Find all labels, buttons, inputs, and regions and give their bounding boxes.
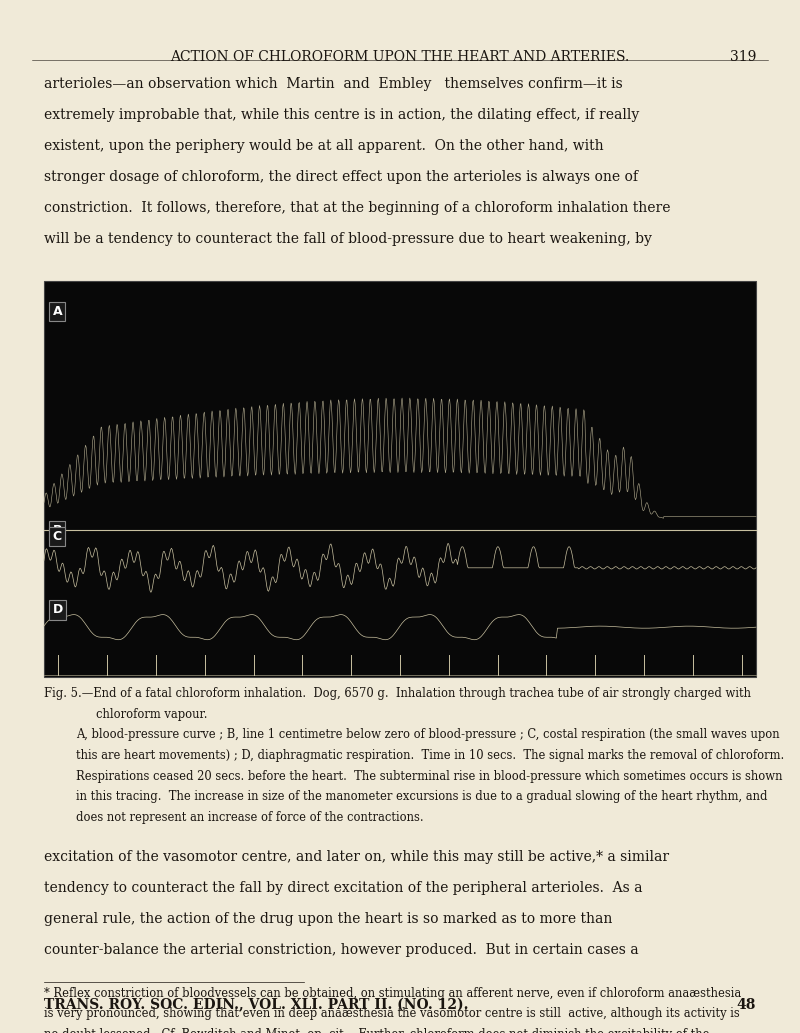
Bar	[44, 281, 756, 677]
Text: Fig. 5.—End of a fatal chloroform inhalation.  Dog, 6570 g.  Inhalation through : Fig. 5.—End of a fatal chloroform inhala…	[44, 687, 751, 700]
Text: tendency to counteract the fall by direct excitation of the peripheral arteriole: tendency to counteract the fall by direc…	[44, 881, 642, 896]
Text: will be a tendency to counteract the fall of blood-pressure due to heart weakeni: will be a tendency to counteract the fal…	[44, 232, 652, 247]
Text: arterioles—an observation which  Martin  and  Embley   themselves confirm—it is: arterioles—an observation which Martin a…	[44, 77, 622, 92]
Text: chloroform vapour.: chloroform vapour.	[96, 708, 207, 721]
Text: in this tracing.  The increase in size of the manometer excursions is due to a g: in this tracing. The increase in size of…	[76, 790, 767, 804]
Text: ACTION OF CHLOROFORM UPON THE HEART AND ARTERIES.: ACTION OF CHLOROFORM UPON THE HEART AND …	[170, 50, 630, 64]
Text: A: A	[53, 305, 62, 318]
Text: C: C	[53, 530, 62, 543]
Text: Respirations ceased 20 secs. before the heart.  The subterminal rise in blood-pr: Respirations ceased 20 secs. before the …	[76, 770, 782, 783]
Text: stronger dosage of chloroform, the direct effect upon the arterioles is always o: stronger dosage of chloroform, the direc…	[44, 170, 638, 185]
Text: existent, upon the periphery would be at all apparent.  On the other hand, with: existent, upon the periphery would be at…	[44, 139, 604, 154]
Text: excitation of the vasomotor centre, and later on, while this may still be active: excitation of the vasomotor centre, and …	[44, 850, 669, 865]
Text: does not represent an increase of force of the contractions.: does not represent an increase of force …	[76, 811, 424, 824]
Text: this are heart movements) ; D, diaphragmatic respiration.  Time in 10 secs.  The: this are heart movements) ; D, diaphragm…	[76, 749, 784, 762]
Text: A, blood-pressure curve ; B, line 1 centimetre below zero of blood-pressure ; C,: A, blood-pressure curve ; B, line 1 cent…	[76, 728, 780, 742]
Text: counter-balance the arterial constriction, however produced.  But in certain cas: counter-balance the arterial constrictio…	[44, 943, 638, 958]
Text: 319: 319	[730, 50, 756, 64]
Text: TRANS. ROY. SOC. EDIN., VOL. XLI. PART II. (NO. 12).: TRANS. ROY. SOC. EDIN., VOL. XLI. PART I…	[44, 998, 469, 1012]
Text: D: D	[53, 603, 62, 617]
Text: extremely improbable that, while this centre is in action, the dilating effect, : extremely improbable that, while this ce…	[44, 108, 639, 123]
Text: * Reflex constriction of bloodvessels can be obtained, on stimulating an afferen: * Reflex constriction of bloodvessels ca…	[44, 987, 742, 1000]
Text: no doubt lessened.  Cf. Bowditch and Minot, op. cit.   Further, chloroform does : no doubt lessened. Cf. Bowditch and Mino…	[44, 1028, 710, 1033]
Text: is very pronounced, showing that even in deep anaæsthesia the vasomotor centre i: is very pronounced, showing that even in…	[44, 1007, 740, 1021]
Text: 48: 48	[737, 998, 756, 1012]
Text: general rule, the action of the drug upon the heart is so marked as to more than: general rule, the action of the drug upo…	[44, 912, 612, 927]
Text: constriction.  It follows, therefore, that at the beginning of a chloroform inha: constriction. It follows, therefore, tha…	[44, 201, 670, 216]
Text: B: B	[53, 525, 62, 537]
